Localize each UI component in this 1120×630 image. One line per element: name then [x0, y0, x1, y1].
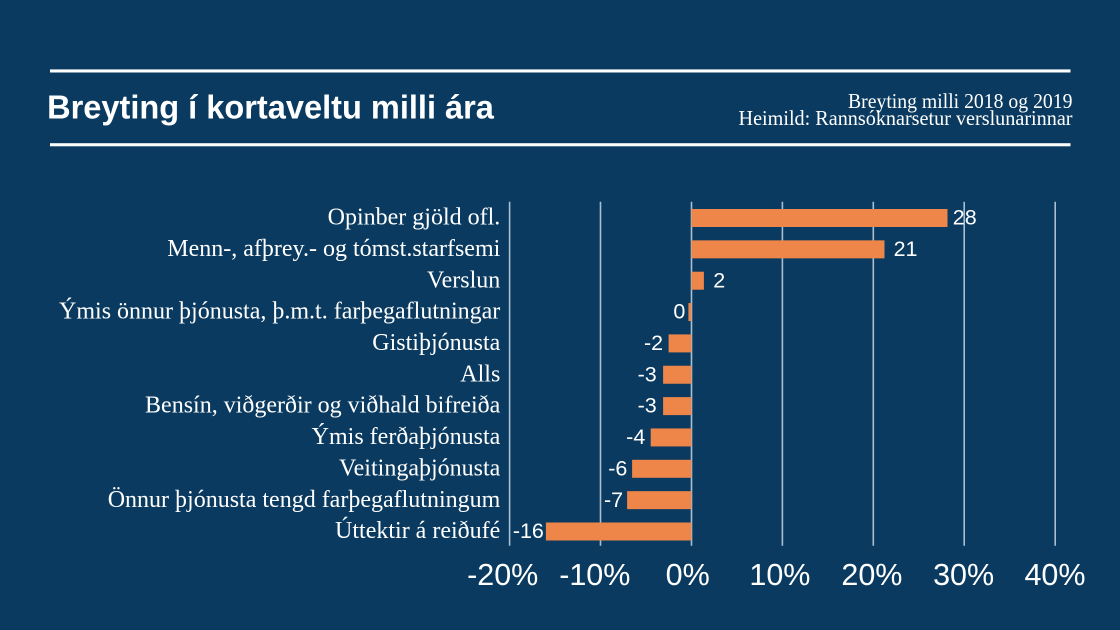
svg-text:-10%: -10% — [559, 558, 630, 592]
svg-text:2: 2 — [713, 268, 725, 292]
svg-text:-2: -2 — [644, 331, 663, 355]
svg-text:0%: 0% — [666, 558, 710, 592]
svg-text:-7: -7 — [604, 488, 623, 512]
svg-text:-4: -4 — [626, 425, 645, 449]
svg-text:-6: -6 — [608, 456, 627, 480]
svg-text:Úttektir á reiðufé: Úttektir á reiðufé — [335, 517, 500, 544]
svg-text:-16: -16 — [513, 519, 544, 543]
svg-text:Ýmis önnur þjónusta, þ.m.t. fa: Ýmis önnur þjónusta, þ.m.t. farþegaflutn… — [59, 299, 500, 325]
svg-text:40%: 40% — [1024, 558, 1085, 592]
svg-text:Breyting milli 2018 og 2019: Breyting milli 2018 og 2019 — [848, 89, 1073, 113]
svg-text:Heimild: Rannsóknarsetur versl: Heimild: Rannsóknarsetur verslunarinnar — [739, 106, 1073, 130]
svg-text:Opinber gjöld ofl.: Opinber gjöld ofl. — [328, 205, 501, 231]
svg-text:Breyting í kortaveltu milli ár: Breyting í kortaveltu milli ára — [47, 89, 494, 127]
svg-text:Veitingaþjónusta: Veitingaþjónusta — [339, 455, 501, 481]
svg-text:Menn-, afþrey.- og tómst.starf: Menn-, afþrey.- og tómst.starfsemi — [167, 236, 500, 262]
svg-text:-3: -3 — [638, 394, 657, 418]
svg-text:21: 21 — [894, 237, 918, 261]
svg-text:-3: -3 — [638, 362, 657, 386]
svg-text:Alls: Alls — [460, 361, 500, 387]
svg-text:Verslun: Verslun — [427, 267, 500, 293]
svg-text:Bensín, viðgerðir og viðhald b: Bensín, viðgerðir og viðhald bifreiða — [145, 393, 501, 419]
svg-text:Ýmis ferðaþjónusta: Ýmis ferðaþjónusta — [312, 424, 501, 450]
svg-text:10%: 10% — [749, 558, 810, 592]
svg-text:-20%: -20% — [467, 558, 538, 592]
svg-text:20%: 20% — [841, 558, 902, 592]
svg-text:28: 28 — [953, 206, 977, 230]
svg-text:30%: 30% — [933, 558, 994, 592]
svg-text:Gistiþjónusta: Gistiþjónusta — [372, 330, 500, 356]
svg-text:0: 0 — [673, 300, 685, 324]
svg-text:Önnur þjónusta tengd farþegafl: Önnur þjónusta tengd farþegaflutningum — [108, 487, 501, 513]
